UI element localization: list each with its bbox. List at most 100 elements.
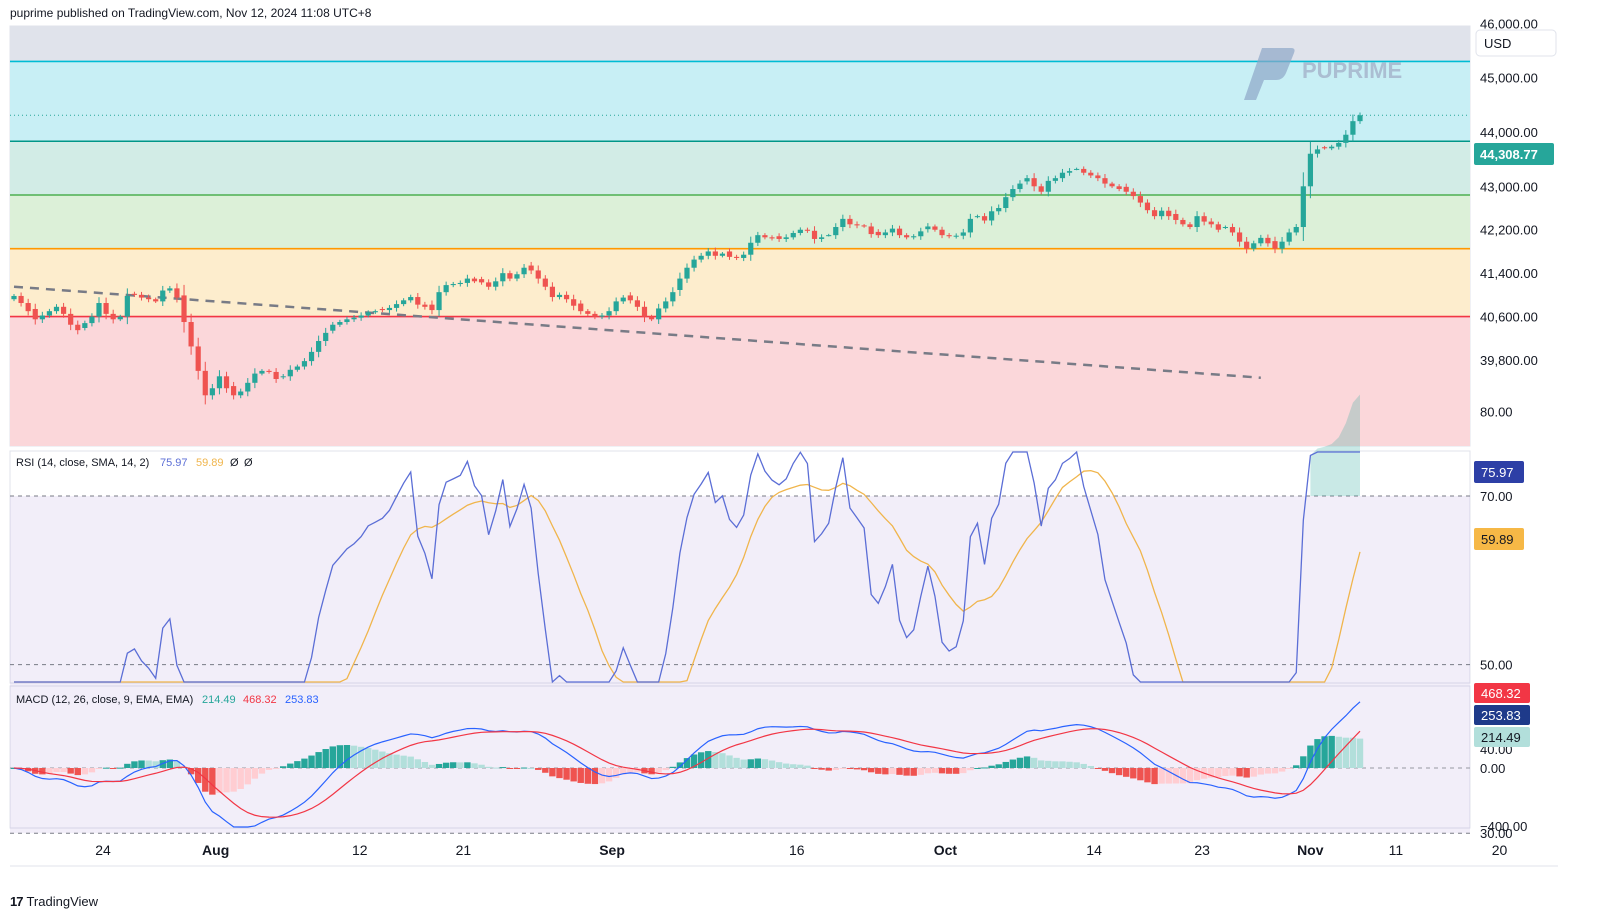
- macd-hist-bar: [435, 763, 443, 768]
- candle: [918, 227, 924, 240]
- macd-hist-bar: [372, 749, 379, 768]
- macd-hist-bar: [967, 768, 974, 771]
- macd-hist-bar: [138, 760, 145, 768]
- macd-hist-bar: [1137, 768, 1144, 781]
- candle-body: [1229, 227, 1236, 233]
- macd-hist-bar: [712, 752, 719, 768]
- candle: [663, 297, 669, 313]
- candle: [1088, 170, 1094, 179]
- candle: [238, 388, 244, 399]
- macd-hist-bar: [478, 764, 485, 768]
- macd-hist-bar: [1215, 768, 1222, 778]
- macd-hist-bar: [995, 764, 1002, 768]
- candle: [287, 365, 293, 381]
- macd-hist-bar: [244, 768, 251, 785]
- candle-body: [53, 306, 60, 312]
- candle: [684, 263, 690, 283]
- candle-body: [131, 293, 138, 295]
- candle: [464, 274, 470, 287]
- macd-hist-bar: [917, 768, 924, 775]
- candle: [861, 224, 867, 228]
- candle: [571, 294, 577, 311]
- candle-body: [1017, 183, 1023, 190]
- time-tick-label: Aug: [202, 842, 229, 858]
- candle: [202, 361, 208, 405]
- price-axis[interactable]: 46,000.00 45,000.00 44,000.00 43,000.00 42,2…: [1480, 16, 1538, 368]
- macd-axis[interactable]: 0.00 −400.00: [1480, 761, 1527, 834]
- candle: [967, 213, 973, 238]
- macd-hist-bar: [471, 763, 478, 768]
- candle-body: [549, 286, 555, 298]
- candle: [953, 233, 959, 239]
- candle: [996, 204, 1002, 215]
- candle-body: [1166, 210, 1172, 217]
- watermark-text: PUPRIME: [1302, 58, 1402, 83]
- candle-body: [323, 332, 329, 342]
- candle-body: [691, 259, 697, 268]
- signal-line: [13, 728, 1361, 818]
- rsi-ma-badge-text: 59.89: [1481, 532, 1514, 547]
- candle: [748, 236, 754, 261]
- macd-hist-bar: [1151, 768, 1158, 785]
- macd-hist-bar: [1257, 768, 1265, 775]
- macd-hist-bar: [1087, 765, 1094, 768]
- candle: [1010, 185, 1016, 201]
- macd-hist-bar: [790, 764, 797, 768]
- macd-hist-bar: [648, 768, 655, 775]
- candle-body: [1137, 196, 1143, 203]
- price-tick-label: 39,800.00: [1480, 353, 1538, 368]
- currency-button[interactable]: USD: [1475, 29, 1557, 57]
- candle: [216, 370, 223, 395]
- candle: [939, 226, 945, 239]
- candle: [245, 378, 251, 397]
- macd-hist-bar: [1108, 768, 1116, 774]
- candle-body: [755, 235, 761, 243]
- candle: [1123, 183, 1129, 195]
- time-tick-label: 12: [352, 842, 368, 858]
- candle-body: [422, 304, 428, 307]
- candle-body: [854, 224, 860, 226]
- time-axis[interactable]: 24 Aug 12 21 Sep 16 Oct 14 23 Nov 11 20: [95, 842, 1507, 858]
- macd-hist-bar: [379, 751, 386, 768]
- candle: [1201, 212, 1207, 226]
- candle: [379, 306, 385, 313]
- time-tick-label: 16: [789, 842, 805, 858]
- candle-body: [670, 292, 676, 302]
- macd-hist-bar: [853, 768, 861, 770]
- candle-body: [946, 235, 952, 237]
- candle-body: [351, 317, 357, 320]
- candle-body: [259, 370, 265, 374]
- candle-body: [436, 292, 442, 311]
- candle: [1329, 144, 1335, 151]
- trend-line[interactable]: [13, 285, 1261, 379]
- candle: [840, 214, 846, 232]
- macd-hist-bar: [584, 768, 592, 784]
- candle-body: [911, 236, 917, 238]
- rsi-badge: 75.97: [1474, 461, 1524, 483]
- candle-body: [556, 294, 563, 298]
- macd-hist-bar: [1229, 768, 1236, 776]
- candle-body: [1003, 197, 1009, 209]
- candle: [1066, 168, 1073, 176]
- candle: [769, 235, 775, 241]
- candle: [60, 302, 67, 318]
- macd-hist-bar: [1328, 735, 1335, 768]
- price-tick-label: 46,000.00: [1480, 16, 1538, 31]
- macd-hist-bar: [1073, 762, 1080, 768]
- candle-body: [429, 304, 435, 311]
- candle-body: [620, 297, 626, 302]
- candle-body: [1215, 224, 1221, 230]
- macd-hist-bar: [1342, 737, 1350, 768]
- candle-body: [1123, 186, 1129, 192]
- candle: [677, 272, 683, 296]
- candle: [103, 297, 109, 320]
- macd-label: MACD (12, 26, close, 9, EMA, EMA): [16, 694, 193, 706]
- candle-body: [160, 290, 166, 302]
- macd-hist-bar: [768, 760, 776, 768]
- candle: [719, 251, 726, 258]
- candle-body: [918, 231, 924, 237]
- macd-hist-bar: [230, 768, 237, 792]
- macd-hist-bar: [1300, 756, 1307, 768]
